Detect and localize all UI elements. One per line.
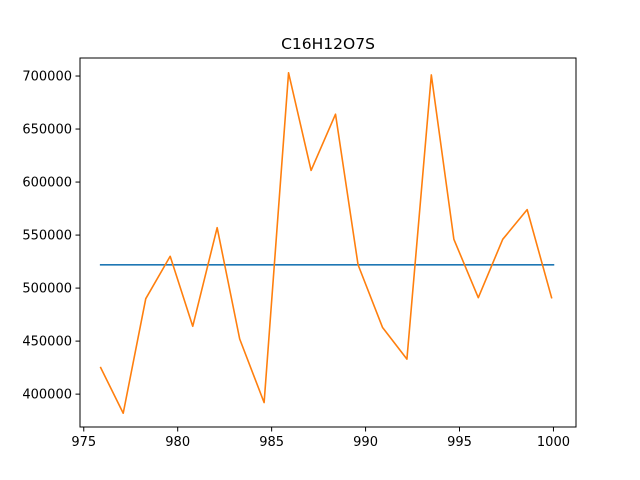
y-tick-label: 600000 [22,176,72,191]
plot-lines [99,72,555,415]
x-tick-label: 995 [447,435,472,450]
x-tick-label: 980 [165,435,190,450]
series-line-2 [99,72,553,415]
x-tick-label: 990 [353,435,378,450]
plot-area-frame [79,57,577,428]
y-axis: 400000 450000 500000 550000 600000 650000 7000… [22,70,80,403]
chart-title: C16H12O7S [281,35,375,53]
x-axis: 975 980 985 990 995 1000 [71,427,570,450]
y-tick-label: 700000 [22,70,72,85]
x-tick-label: 975 [71,435,96,450]
y-tick-label: 500000 [22,282,72,297]
y-tick-label: 450000 [22,335,72,350]
x-tick-label: 985 [259,435,284,450]
y-tick-label: 550000 [22,229,72,244]
y-tick-label: 400000 [22,388,72,403]
y-tick-label: 650000 [22,123,72,138]
x-tick-label: 1000 [537,435,570,450]
